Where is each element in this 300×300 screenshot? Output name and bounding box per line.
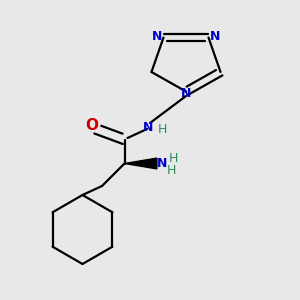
- Polygon shape: [124, 158, 157, 169]
- Text: O: O: [85, 118, 99, 133]
- Text: N: N: [152, 29, 162, 43]
- Text: N: N: [181, 86, 191, 100]
- Text: H: H: [168, 152, 178, 165]
- Text: N: N: [143, 121, 154, 134]
- Text: H: H: [167, 164, 177, 177]
- Text: N: N: [157, 157, 167, 170]
- Text: H: H: [158, 122, 167, 136]
- Text: N: N: [210, 29, 220, 43]
